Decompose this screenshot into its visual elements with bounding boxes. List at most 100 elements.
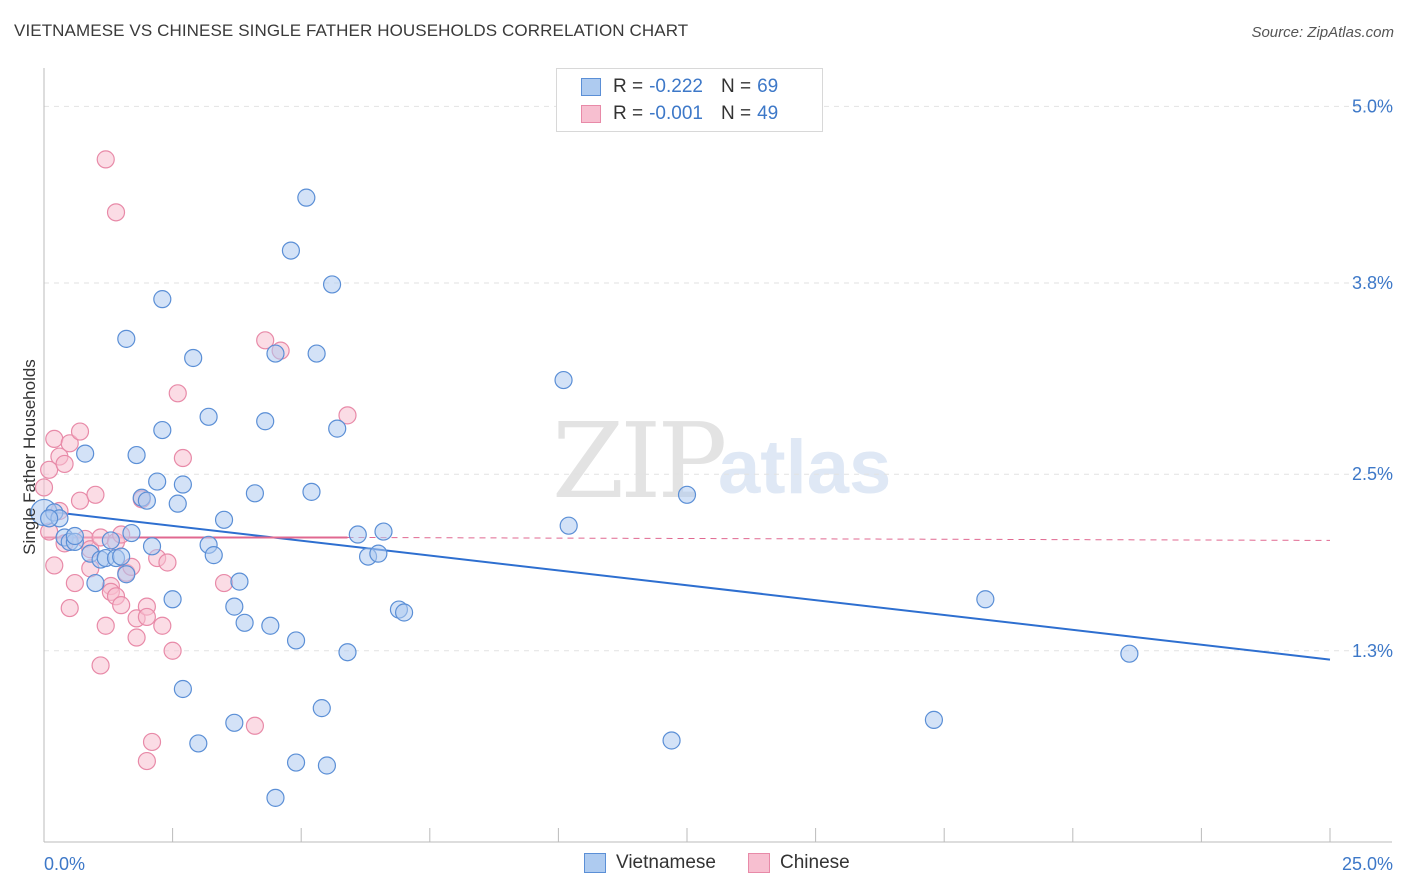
- vietnamese-point: [256, 412, 275, 431]
- vietnamese-point: [76, 444, 95, 463]
- chinese-point: [338, 406, 357, 425]
- vietnamese-point: [189, 734, 208, 753]
- n-value: 69: [757, 76, 779, 97]
- chinese-point: [256, 331, 275, 350]
- chinese-swatch: [748, 853, 770, 873]
- source-credit: Source: ZipAtlas.com: [1251, 24, 1394, 41]
- vietnamese-point: [184, 348, 203, 368]
- vietnamese-point: [137, 491, 156, 510]
- chinese-point: [158, 553, 177, 572]
- vietnamese-point: [266, 788, 285, 807]
- vietnamese-point: [394, 603, 414, 622]
- chinese-point: [214, 573, 234, 593]
- n-label: N =: [720, 103, 752, 124]
- y-tick-label: 2.5%: [1352, 464, 1393, 484]
- r-value: -0.001: [649, 103, 703, 124]
- vietnamese-point: [1120, 644, 1139, 663]
- vietnamese-point: [142, 537, 162, 556]
- vietnamese-point: [225, 713, 244, 732]
- vietnamese-point: [214, 510, 234, 529]
- watermark-atlas: atlas: [718, 425, 892, 510]
- vietnamese-point: [677, 485, 697, 504]
- x-tick-label: 0.0%: [44, 854, 85, 874]
- vietnamese-point: [225, 597, 244, 616]
- vietnamese-point: [86, 573, 105, 593]
- y-tick-label: 5.0%: [1352, 96, 1393, 116]
- chinese-point: [91, 656, 110, 675]
- n-value: 49: [757, 103, 779, 124]
- vietnamese-point: [338, 643, 357, 662]
- y-tick-label: 3.8%: [1352, 273, 1393, 293]
- legend-label: Vietnamese: [616, 852, 716, 873]
- legend-row-chinese: R = -0.001 N = 49: [581, 101, 778, 127]
- chinese-point: [55, 454, 74, 474]
- watermark-zip: ZIP: [552, 400, 727, 522]
- vietnamese-point: [322, 275, 342, 294]
- chinese-point: [60, 434, 79, 453]
- chinese-point: [86, 485, 105, 504]
- vietnamese-point: [199, 407, 218, 426]
- vietnamese-point: [117, 565, 136, 584]
- vietnamese-point: [312, 699, 331, 718]
- vietnamese-point: [127, 445, 146, 465]
- vietnamese-point: [559, 516, 578, 535]
- chinese-point: [34, 478, 54, 497]
- correlation-legend: R = -0.222 N = 69 R = -0.001 N = 49: [556, 68, 823, 132]
- chinese-point: [168, 384, 187, 403]
- axis-labels: 5.0% 3.8% 2.5% 1.3% 0.0% 25.0% Single Father H…: [20, 96, 1393, 874]
- vietnamese-point: [328, 419, 347, 438]
- vietnamese-point: [297, 188, 316, 207]
- vietnamese-point: [286, 753, 306, 772]
- vietnamese-swatch: [581, 78, 601, 96]
- vietnamese-point: [235, 613, 254, 632]
- vietnamese-point: [924, 710, 944, 729]
- grid-lines: [44, 105, 1392, 652]
- chinese-point: [127, 628, 146, 647]
- chinese-point: [65, 573, 84, 593]
- legend-item-chinese[interactable]: Chinese: [748, 852, 850, 874]
- vietnamese-point: [302, 482, 321, 501]
- vietnamese-point: [168, 494, 187, 513]
- vietnamese-point: [112, 547, 131, 566]
- data-points: [30, 150, 1139, 807]
- vietnamese-swatch: [584, 853, 606, 873]
- chinese-point: [245, 716, 265, 735]
- n-label: N =: [720, 76, 752, 97]
- chinese-point: [137, 751, 156, 771]
- vietnamese-point: [230, 572, 249, 591]
- vietnamese-point: [266, 344, 285, 363]
- vietnamese-point: [281, 241, 301, 260]
- chinese-trend-line-extension: [347, 536, 1331, 541]
- legend-label: Chinese: [780, 852, 850, 873]
- vietnamese-point: [662, 731, 681, 750]
- vietnamese-point: [286, 631, 306, 650]
- chinese-point: [142, 732, 162, 752]
- vietnamese-point: [153, 420, 172, 440]
- r-value: -0.222: [649, 76, 703, 97]
- vietnamese-point: [245, 484, 265, 503]
- vietnamese-point: [173, 475, 192, 494]
- vietnamese-point: [148, 472, 167, 491]
- x-tick-label: 25.0%: [1342, 854, 1393, 874]
- vietnamese-point: [40, 509, 59, 528]
- vietnamese-trend-line: [43, 509, 1331, 661]
- vietnamese-point: [348, 525, 367, 544]
- chart-title: VIETNAMESE VS CHINESE SINGLE FATHER HOUS…: [14, 21, 689, 40]
- chinese-point: [96, 150, 115, 169]
- y-tick-label: 1.3%: [1352, 641, 1393, 661]
- chinese-swatch: [581, 105, 601, 123]
- series-legend: Vietnamese Chinese: [584, 852, 882, 874]
- r-label: R =: [613, 103, 644, 124]
- chinese-point: [137, 607, 156, 627]
- chinese-point: [173, 448, 192, 468]
- axes: [43, 68, 1392, 843]
- vietnamese-point: [173, 679, 192, 699]
- chinese-point: [70, 422, 90, 441]
- chinese-point: [106, 203, 126, 222]
- legend-row-vietnamese: R = -0.222 N = 69: [581, 74, 778, 100]
- legend-item-vietnamese[interactable]: Vietnamese: [584, 852, 716, 874]
- y-axis-label: Single Father Households: [20, 359, 39, 555]
- vietnamese-point: [163, 590, 182, 609]
- r-label: R =: [613, 76, 644, 97]
